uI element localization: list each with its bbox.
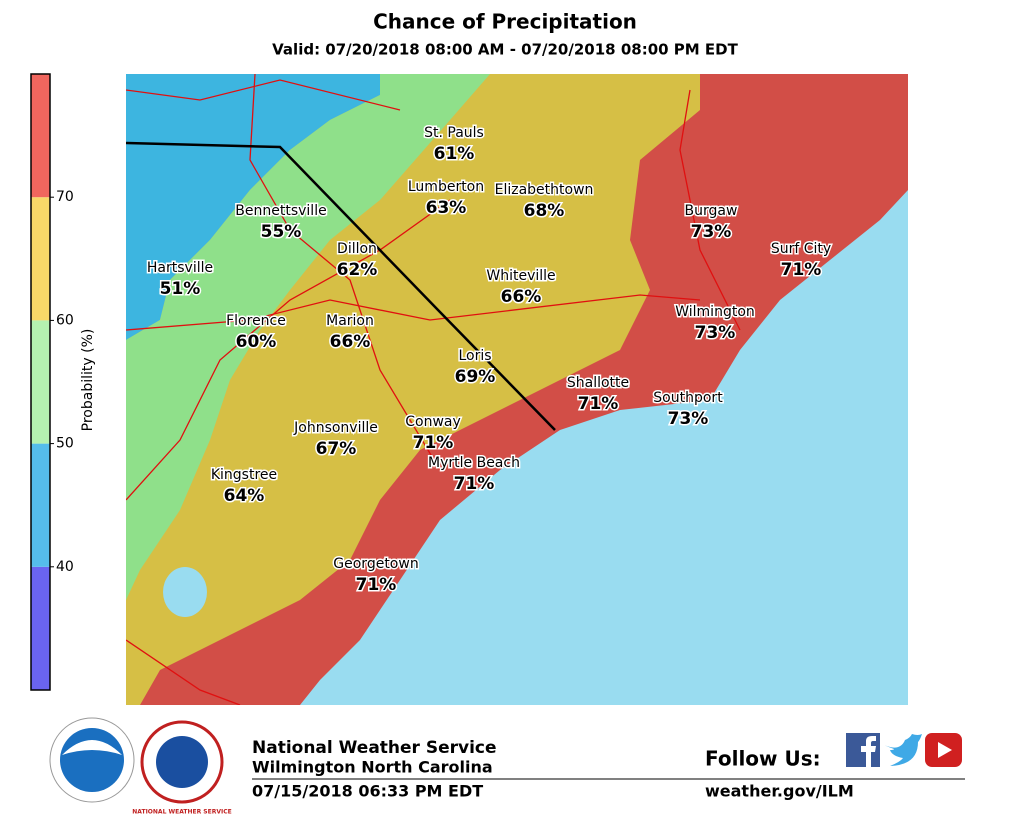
nws-text: NATIONAL WEATHER SERVICE (132, 809, 231, 816)
city-pct: 61% (434, 144, 475, 164)
city-name: Surf City (771, 241, 831, 257)
city-pct: 71% (578, 394, 619, 414)
colorbar-band (31, 197, 50, 321)
footer: NOAA NATIONAL WEATHER SERVICE National W… (49, 717, 965, 816)
city-name: Hartsville (147, 260, 213, 276)
colorbar-band (31, 74, 50, 198)
colorbar-band (31, 320, 50, 444)
city-pct: 73% (691, 222, 732, 242)
agency: National Weather Service (252, 738, 497, 758)
colorbar-tick-label: 70 (56, 189, 74, 205)
city-pct: 67% (316, 439, 357, 459)
nws-logo-inner (156, 736, 208, 788)
city-name: Conway (405, 414, 461, 430)
city-pct: 62% (337, 260, 378, 280)
city-pct: 63% (426, 198, 467, 218)
state-boundary (126, 141, 556, 431)
city-pct: 64% (224, 486, 265, 506)
city-pct: 60% (236, 332, 277, 352)
city-pct: 73% (668, 409, 709, 429)
subtitle: Valid: 07/20/2018 08:00 AM - 07/20/2018 … (272, 41, 738, 59)
blue-zone (126, 74, 380, 340)
noaa-logo-inner (60, 728, 124, 792)
city-name: Georgetown (333, 556, 418, 572)
noaa-text: NOAA (78, 743, 107, 753)
city-pct: 55% (261, 222, 302, 242)
city-name: Southport (653, 390, 723, 406)
city-name: Wilmington (675, 304, 755, 320)
city-pct: 73% (695, 323, 736, 343)
colorbar-label: Probability (%) (80, 329, 96, 432)
city-pct: 69% (455, 367, 496, 387)
city-name: Lumberton (408, 179, 484, 195)
city-pct: 71% (454, 474, 495, 494)
city-pct: 66% (330, 332, 371, 352)
url[interactable]: weather.gov/ILM (705, 782, 854, 801)
city-name: Marion (326, 313, 374, 329)
city-pct: 71% (356, 575, 397, 595)
city-name: Dillon (337, 241, 377, 257)
city-name: Florence (226, 313, 286, 329)
twitter-icon[interactable] (884, 734, 922, 766)
city-name: Bennettsville (235, 203, 326, 219)
colorbar-frame (30, 73, 51, 691)
colorbar-tick-label: 60 (56, 312, 74, 328)
noaa-bird (62, 740, 122, 755)
green-zone (126, 74, 490, 600)
follow: Follow Us: (705, 747, 821, 771)
colorbar-band (31, 443, 50, 567)
youtube-glyph (938, 742, 952, 758)
city-name: St. Pauls (424, 125, 484, 141)
title: Chance of Precipitation (373, 10, 637, 34)
city-name: Myrtle Beach (428, 455, 520, 471)
office: Wilmington North Carolina (252, 758, 493, 777)
map: St. Pauls 61% Lumberton 63% Elizabethtown 68%… (126, 74, 908, 705)
city-pct: 66% (501, 287, 542, 307)
city-name: Johnsonville (293, 420, 378, 436)
colorbar-tick-label: 40 (56, 559, 74, 575)
issued: 07/15/2018 06:33 PM EDT (252, 782, 483, 801)
city-name: Whiteville (486, 268, 555, 284)
city-name: Loris (458, 348, 491, 364)
city-name: Elizabethtown (495, 182, 594, 198)
city-name: Kingstree (211, 467, 277, 483)
city-pct: 71% (781, 260, 822, 280)
city-name: Burgaw (685, 203, 738, 219)
city-pct: 71% (413, 433, 454, 453)
city-name: Shallotte (567, 375, 629, 391)
lake (163, 567, 207, 617)
colorbar: Probability (%) 40 50 60 70 (30, 73, 96, 691)
colorbar-band (31, 566, 50, 690)
colorbar-tick-label: 50 (56, 436, 74, 452)
city-pct: 51% (160, 279, 201, 299)
facebook-glyph (861, 736, 876, 767)
city-pct: 68% (524, 201, 565, 221)
ocean (300, 190, 908, 705)
